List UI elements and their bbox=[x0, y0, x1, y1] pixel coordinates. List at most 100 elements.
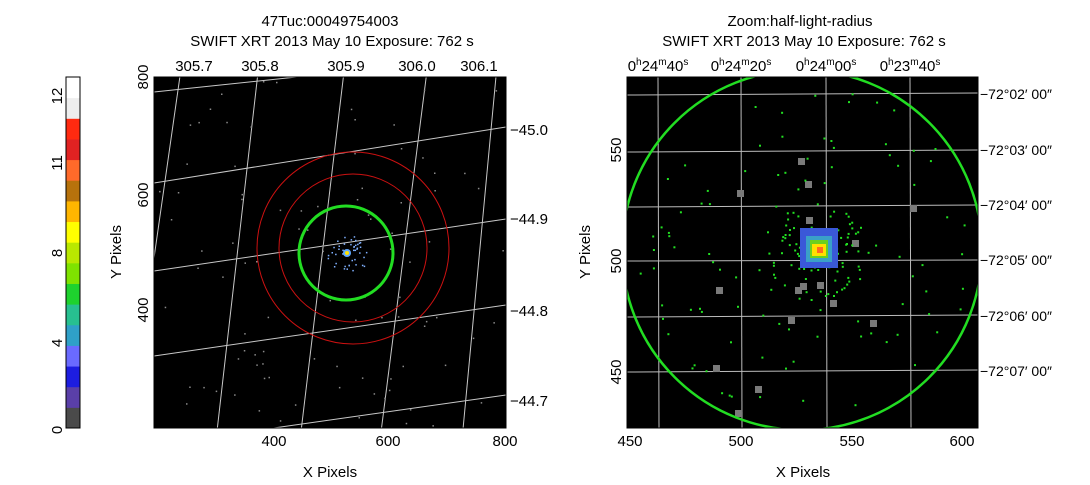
photon-event bbox=[267, 316, 270, 319]
photon-event bbox=[361, 264, 364, 267]
photon-event bbox=[830, 166, 833, 169]
photon-event bbox=[338, 386, 341, 389]
photon-event bbox=[829, 215, 832, 218]
photon-event bbox=[827, 293, 830, 296]
photon-event bbox=[355, 264, 357, 266]
photon-event bbox=[816, 203, 819, 206]
photon-event bbox=[788, 244, 791, 247]
right-ytick-450: 450 bbox=[608, 359, 625, 384]
photon-event bbox=[846, 236, 849, 239]
pixel-block bbox=[755, 386, 762, 393]
photon-event bbox=[823, 182, 826, 185]
left-righttick-2: −44.8 bbox=[510, 303, 548, 320]
left-toptick-4: 306.1 bbox=[460, 58, 498, 75]
left-toptick-1: 305.8 bbox=[241, 58, 279, 75]
photon-event bbox=[770, 288, 773, 291]
photon-event bbox=[841, 288, 844, 291]
colorbar-segment bbox=[66, 304, 80, 326]
photon-event bbox=[668, 235, 671, 238]
photon-event bbox=[660, 226, 663, 229]
photon-event bbox=[197, 267, 199, 269]
photon-event bbox=[843, 287, 846, 290]
photon-event bbox=[400, 148, 403, 150]
photon-event bbox=[921, 264, 924, 267]
photon-event bbox=[885, 341, 888, 344]
photon-event bbox=[428, 241, 431, 243]
photon-event bbox=[381, 316, 383, 319]
photon-event bbox=[250, 126, 252, 128]
photon-event bbox=[792, 211, 795, 214]
right-righttick-1: −72°03′ 00″ bbox=[980, 142, 1052, 158]
photon-event bbox=[170, 219, 173, 221]
left-ytick-800: 800 bbox=[135, 64, 152, 89]
photon-event bbox=[409, 261, 411, 263]
photon-event bbox=[823, 137, 826, 140]
photon-event bbox=[409, 409, 412, 411]
left-toptick-3: 306.0 bbox=[398, 58, 436, 75]
photon-event bbox=[391, 232, 393, 234]
colorbar-segment bbox=[66, 221, 80, 243]
photon-event bbox=[705, 370, 708, 373]
photon-event bbox=[652, 235, 655, 238]
colorbar-segment bbox=[66, 159, 80, 181]
photon-event bbox=[759, 396, 762, 399]
pixel-block bbox=[852, 240, 859, 247]
photon-event bbox=[444, 364, 447, 367]
photon-event bbox=[226, 121, 228, 124]
photon-event bbox=[797, 188, 800, 191]
left-righttick-1: −44.9 bbox=[510, 211, 548, 228]
photon-event bbox=[662, 317, 664, 320]
photon-event bbox=[307, 229, 309, 231]
photon-event bbox=[854, 404, 857, 407]
photon-event bbox=[857, 231, 860, 234]
pixel-block bbox=[806, 217, 813, 224]
photon-event bbox=[848, 223, 851, 226]
photon-event bbox=[331, 252, 333, 254]
pixel-block bbox=[817, 282, 824, 289]
photon-event bbox=[186, 163, 188, 165]
pixel-block bbox=[800, 283, 807, 290]
photon-event bbox=[679, 211, 682, 214]
photon-event bbox=[792, 360, 795, 363]
photon-event bbox=[237, 358, 240, 360]
photon-event bbox=[313, 358, 316, 360]
photon-event bbox=[803, 268, 806, 270]
photon-event bbox=[959, 308, 962, 311]
photon-event bbox=[806, 157, 809, 160]
photon-event bbox=[913, 183, 916, 186]
left-cluster-peak bbox=[345, 251, 349, 255]
photon-event bbox=[477, 187, 480, 190]
photon-event bbox=[845, 243, 848, 246]
photon-event bbox=[901, 303, 904, 306]
photon-event bbox=[848, 101, 850, 104]
photon-event bbox=[434, 190, 436, 192]
photon-event bbox=[405, 422, 408, 425]
photon-event bbox=[279, 420, 282, 422]
photon-event bbox=[721, 392, 724, 395]
left-toptick-0: 305.7 bbox=[175, 58, 213, 75]
photon-event bbox=[833, 210, 836, 213]
photon-event bbox=[834, 279, 837, 282]
photon-event bbox=[390, 378, 392, 380]
photon-event bbox=[772, 264, 775, 267]
pixel-block bbox=[798, 158, 805, 165]
photon-event bbox=[198, 121, 200, 124]
photon-event bbox=[400, 202, 402, 204]
left-inner-red-circle bbox=[278, 173, 428, 323]
photon-event bbox=[875, 244, 878, 247]
photon-event bbox=[858, 268, 861, 271]
photon-event bbox=[777, 174, 780, 176]
right-righttick-2: −72°04′ 00″ bbox=[980, 197, 1052, 213]
left-ytick-400: 400 bbox=[135, 297, 152, 322]
photon-event bbox=[234, 394, 236, 396]
colorbar-label-4: 4 bbox=[49, 339, 66, 347]
photon-event bbox=[814, 94, 817, 97]
colorbar-label-11: 11 bbox=[49, 155, 66, 171]
photon-event bbox=[761, 356, 764, 359]
pixel-block bbox=[830, 300, 837, 307]
photon-event bbox=[244, 333, 246, 335]
photon-event bbox=[355, 244, 357, 247]
photon-event bbox=[472, 337, 475, 340]
photon-event bbox=[279, 209, 282, 212]
photon-event bbox=[773, 273, 775, 276]
